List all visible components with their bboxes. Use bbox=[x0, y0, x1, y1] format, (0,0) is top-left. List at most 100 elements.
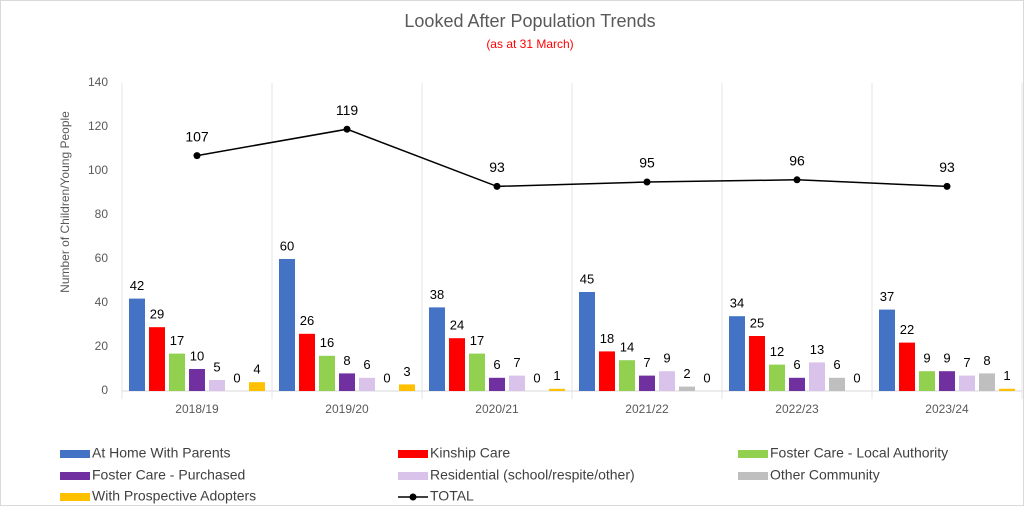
bar bbox=[189, 369, 205, 391]
bar bbox=[749, 336, 765, 391]
value-label: 0 bbox=[233, 370, 240, 385]
bar bbox=[339, 373, 355, 391]
value-label: 26 bbox=[300, 313, 314, 328]
x-tick-label: 2020/21 bbox=[475, 402, 519, 416]
line-point bbox=[343, 125, 351, 133]
value-label: 13 bbox=[810, 342, 824, 357]
value-label: 34 bbox=[730, 296, 744, 311]
bar bbox=[639, 375, 655, 391]
legend-label: Other Community bbox=[770, 467, 880, 483]
value-label: 107 bbox=[185, 128, 209, 144]
value-label: 93 bbox=[489, 159, 505, 175]
value-label: 38 bbox=[430, 287, 444, 302]
bar bbox=[729, 316, 745, 391]
legend-swatch bbox=[398, 472, 428, 480]
value-label: 7 bbox=[643, 355, 650, 370]
bar bbox=[399, 384, 415, 391]
legend-label: At Home With Parents bbox=[92, 445, 231, 461]
bar bbox=[469, 353, 485, 391]
line-point bbox=[493, 182, 501, 190]
y-axis-label: Number of Children/Young People bbox=[58, 111, 72, 293]
y-tick-label: 140 bbox=[88, 75, 108, 89]
bar bbox=[359, 377, 375, 391]
x-tick-label: 2022/23 bbox=[775, 402, 819, 416]
value-label: 95 bbox=[639, 155, 655, 171]
x-tick-label: 2018/19 bbox=[175, 402, 219, 416]
line-point bbox=[793, 176, 801, 184]
bar bbox=[149, 327, 165, 391]
value-label: 5 bbox=[213, 359, 220, 374]
value-label: 16 bbox=[320, 335, 334, 350]
y-tick-label: 80 bbox=[95, 207, 109, 221]
legend-swatch bbox=[738, 472, 768, 480]
value-label: 6 bbox=[493, 357, 500, 372]
value-label: 3 bbox=[403, 364, 410, 379]
value-label: 10 bbox=[190, 348, 204, 363]
bar bbox=[509, 375, 525, 391]
legend-swatch bbox=[60, 493, 90, 501]
value-label: 4 bbox=[253, 362, 260, 377]
value-label: 6 bbox=[363, 357, 370, 372]
legend-swatch bbox=[60, 450, 90, 458]
x-tick-label: 2019/20 bbox=[325, 402, 369, 416]
value-label: 1 bbox=[1003, 368, 1010, 383]
legend-label: With Prospective Adopters bbox=[92, 488, 256, 504]
value-label: 7 bbox=[963, 355, 970, 370]
value-label: 18 bbox=[600, 331, 614, 346]
bar bbox=[549, 388, 565, 391]
legend-swatch bbox=[398, 450, 428, 458]
value-label: 0 bbox=[533, 370, 540, 385]
bar bbox=[169, 353, 185, 391]
legend-label: Kinship Care bbox=[430, 445, 510, 461]
value-label: 17 bbox=[470, 333, 484, 348]
y-tick-label: 60 bbox=[95, 251, 109, 265]
value-label: 17 bbox=[170, 333, 184, 348]
bar bbox=[599, 351, 615, 391]
value-label: 8 bbox=[983, 353, 990, 368]
bar bbox=[489, 377, 505, 391]
bar bbox=[899, 342, 915, 391]
value-label: 12 bbox=[770, 344, 784, 359]
bar bbox=[769, 364, 785, 391]
bar bbox=[999, 388, 1015, 391]
bar bbox=[809, 362, 825, 391]
value-label: 2 bbox=[683, 366, 690, 381]
bar bbox=[449, 338, 465, 391]
bar bbox=[429, 307, 445, 391]
value-label: 14 bbox=[620, 340, 634, 355]
bar bbox=[959, 375, 975, 391]
legend-swatch bbox=[409, 493, 417, 501]
y-tick-label: 40 bbox=[95, 295, 109, 309]
value-label: 0 bbox=[383, 370, 390, 385]
chart-title: Looked After Population Trends bbox=[404, 11, 655, 31]
y-tick-label: 120 bbox=[88, 119, 108, 133]
bar bbox=[979, 373, 995, 391]
bar bbox=[659, 371, 675, 391]
value-label: 29 bbox=[150, 307, 164, 322]
value-label: 60 bbox=[280, 238, 294, 253]
bar bbox=[279, 259, 295, 391]
line-point bbox=[193, 152, 201, 160]
bar bbox=[129, 298, 145, 391]
value-label: 22 bbox=[900, 322, 914, 337]
value-label: 9 bbox=[943, 351, 950, 366]
value-label: 25 bbox=[750, 315, 764, 330]
legend-label: Foster Care - Purchased bbox=[92, 467, 245, 483]
x-tick-label: 2021/22 bbox=[625, 402, 669, 416]
value-label: 24 bbox=[450, 318, 464, 333]
bar bbox=[939, 371, 955, 391]
value-label: 42 bbox=[130, 278, 144, 293]
value-label: 6 bbox=[793, 357, 800, 372]
bar bbox=[879, 309, 895, 391]
y-tick-label: 0 bbox=[101, 383, 108, 397]
x-tick-label: 2023/24 bbox=[925, 402, 969, 416]
line-point bbox=[643, 178, 651, 186]
legend-swatch bbox=[738, 450, 768, 458]
value-label: 9 bbox=[923, 351, 930, 366]
bar bbox=[299, 333, 315, 391]
value-label: 96 bbox=[789, 153, 805, 169]
value-label: 7 bbox=[513, 355, 520, 370]
bar bbox=[319, 355, 335, 391]
line bbox=[196, 128, 948, 188]
line-point bbox=[943, 182, 951, 190]
